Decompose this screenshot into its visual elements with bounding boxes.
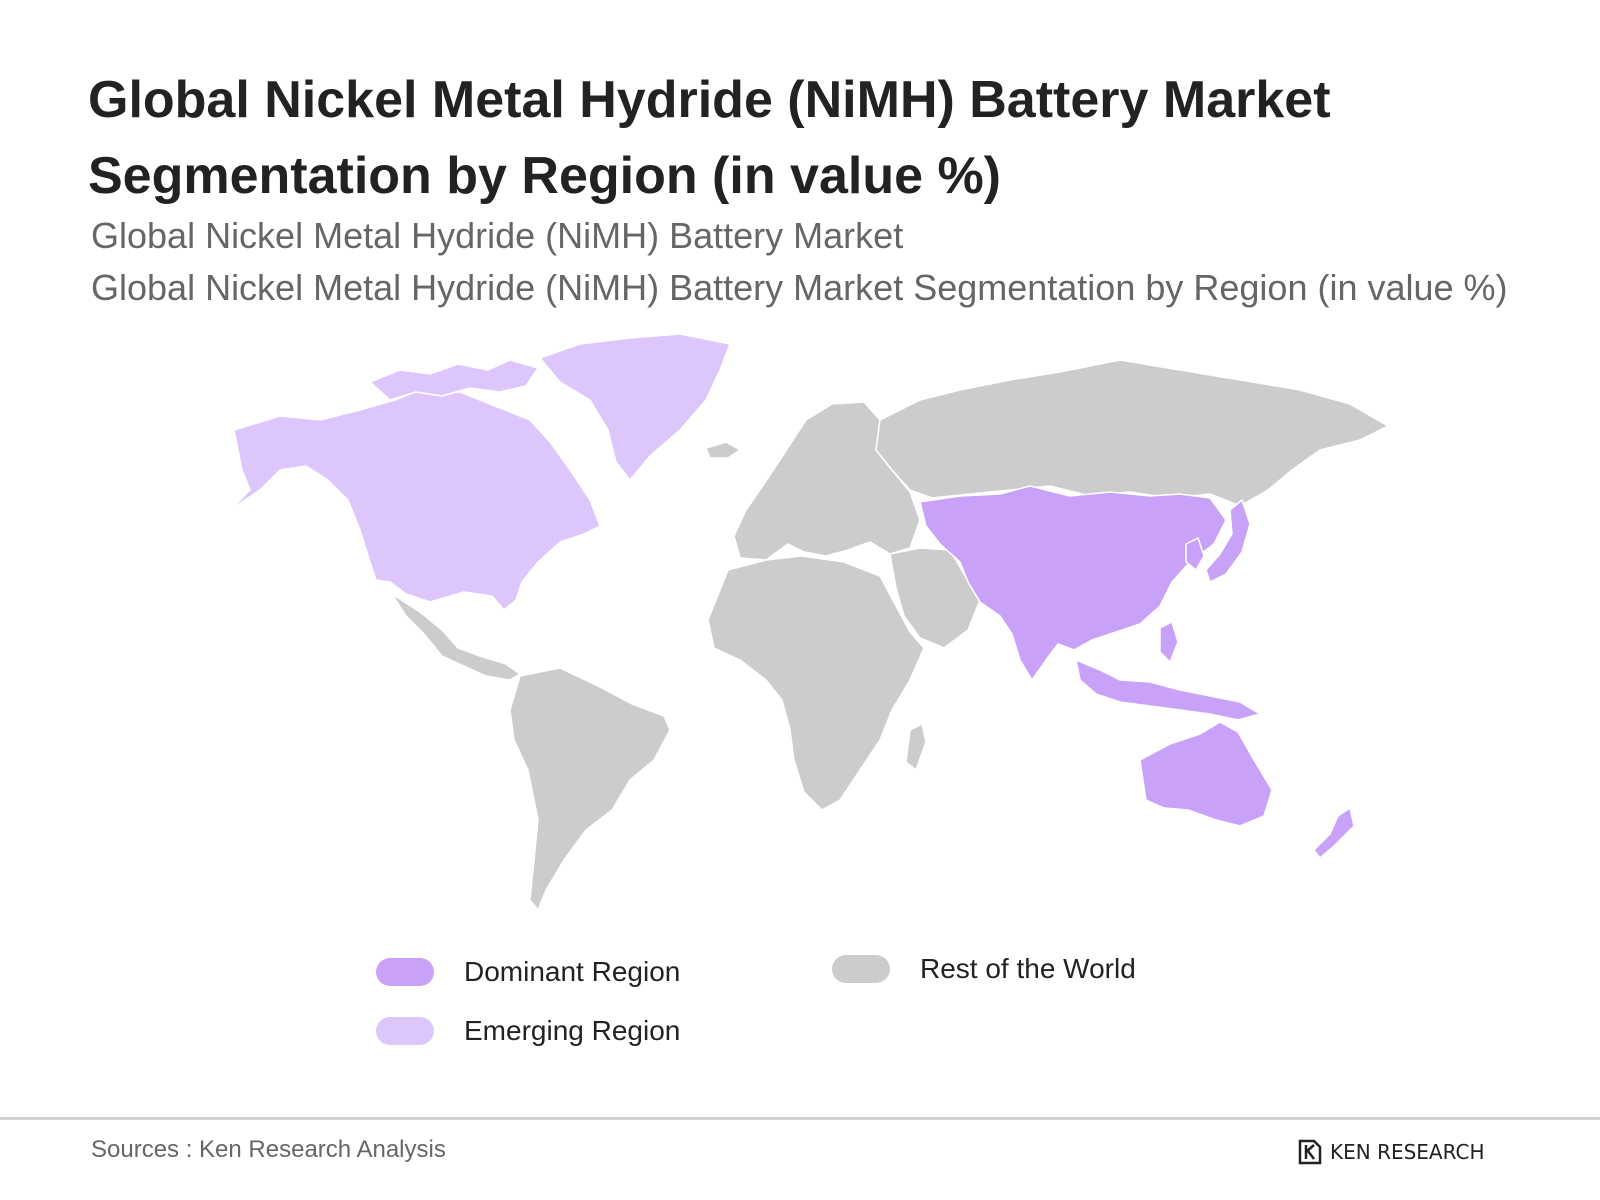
- source-note: Sources : Ken Research Analysis: [91, 1136, 446, 1163]
- subtitle-line-1: Global Nickel Metal Hydride (NiMH) Batte…: [91, 215, 904, 256]
- region-middle-east: [889, 547, 981, 649]
- legend-swatch-dominant: [376, 958, 434, 986]
- legend-swatch-emerging: [376, 1017, 434, 1045]
- chart-title: Global Nickel Metal Hydride (NiMH) Batte…: [88, 71, 1331, 205]
- region-japan: [1205, 499, 1251, 583]
- region-russia: [875, 359, 1389, 507]
- region-asia-dominant: [919, 485, 1227, 681]
- ken-research-logo-text: KEN RESEARCH: [1330, 1140, 1485, 1164]
- region-philippines: [1159, 621, 1179, 663]
- legend-dominant: Dominant Region: [376, 952, 680, 992]
- region-iceland: [705, 441, 741, 459]
- legend-swatch-rest: [832, 955, 890, 983]
- ken-research-logo: KEN RESEARCH: [1298, 1136, 1485, 1168]
- ken-research-logo-icon: [1298, 1139, 1322, 1165]
- region-greenland: [539, 333, 731, 481]
- region-australia: [1139, 721, 1273, 827]
- region-africa: [707, 555, 925, 811]
- subtitle-line-2: Global Nickel Metal Hydride (NiMH) Batte…: [91, 267, 1508, 308]
- footer-divider: [0, 1117, 1600, 1120]
- legend-emerging: Emerging Region: [376, 1011, 680, 1051]
- world-map: [229, 333, 1389, 911]
- region-south-america: [509, 667, 671, 911]
- legend-label-emerging: Emerging Region: [464, 1015, 681, 1046]
- region-madagascar: [905, 723, 927, 771]
- region-arctic-islands: [369, 359, 539, 401]
- region-new-zealand: [1313, 807, 1355, 859]
- region-southeast-asia: [1075, 659, 1261, 721]
- region-central-america: [391, 593, 521, 681]
- region-north-america: [229, 389, 601, 611]
- region-korea: [1185, 537, 1205, 571]
- legend-label-dominant: Dominant Region: [464, 956, 681, 987]
- legend-label-rest: Rest of the World: [920, 953, 1136, 984]
- region-europe: [733, 401, 921, 561]
- legend-rest-of-world: Rest of the World: [832, 949, 1136, 989]
